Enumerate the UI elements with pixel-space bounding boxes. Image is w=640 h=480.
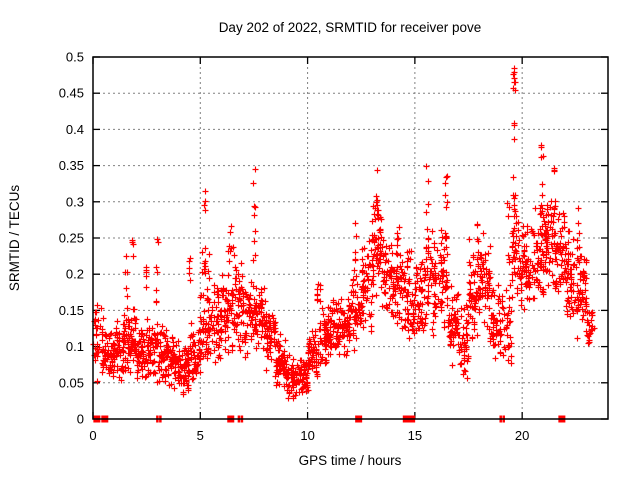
y-tick-label: 0.35 bbox=[59, 158, 84, 173]
y-axis-label: SRMTID / TECUs bbox=[7, 185, 22, 292]
y-tick-label: 0 bbox=[77, 412, 84, 427]
y-tick-label: 0.15 bbox=[59, 303, 84, 318]
x-tick-label: 0 bbox=[89, 428, 96, 443]
y-tick-label: 0.4 bbox=[66, 122, 84, 137]
x-tick-label: 15 bbox=[408, 428, 422, 443]
scatter-points bbox=[90, 65, 598, 402]
x-axis-label: GPS time / hours bbox=[299, 453, 402, 468]
y-tick-label: 0.2 bbox=[66, 267, 84, 282]
plot-border bbox=[92, 56, 609, 420]
y-tick-label: 0.1 bbox=[66, 339, 84, 354]
x-tick-label: 10 bbox=[300, 428, 314, 443]
y-tick-labels: 0 0.05 0.1 0.15 0.2 0.25 0.3 0.35 0.4 0.45 0.5 bbox=[59, 50, 84, 427]
y-tick-label: 0.5 bbox=[66, 50, 84, 65]
y-tick-label: 0.05 bbox=[59, 375, 84, 390]
y-tick-label: 0.45 bbox=[59, 86, 84, 101]
y-tick-label: 0.3 bbox=[66, 194, 84, 209]
x-tick-label: 5 bbox=[197, 428, 204, 443]
y-tick-label: 0.25 bbox=[59, 231, 84, 246]
x-tick-label: 20 bbox=[515, 428, 529, 443]
chart-title: Day 202 of 2022, SRMTID for receiver pov… bbox=[219, 20, 482, 35]
x-tick-labels: 0 5 10 15 20 bbox=[89, 428, 529, 443]
